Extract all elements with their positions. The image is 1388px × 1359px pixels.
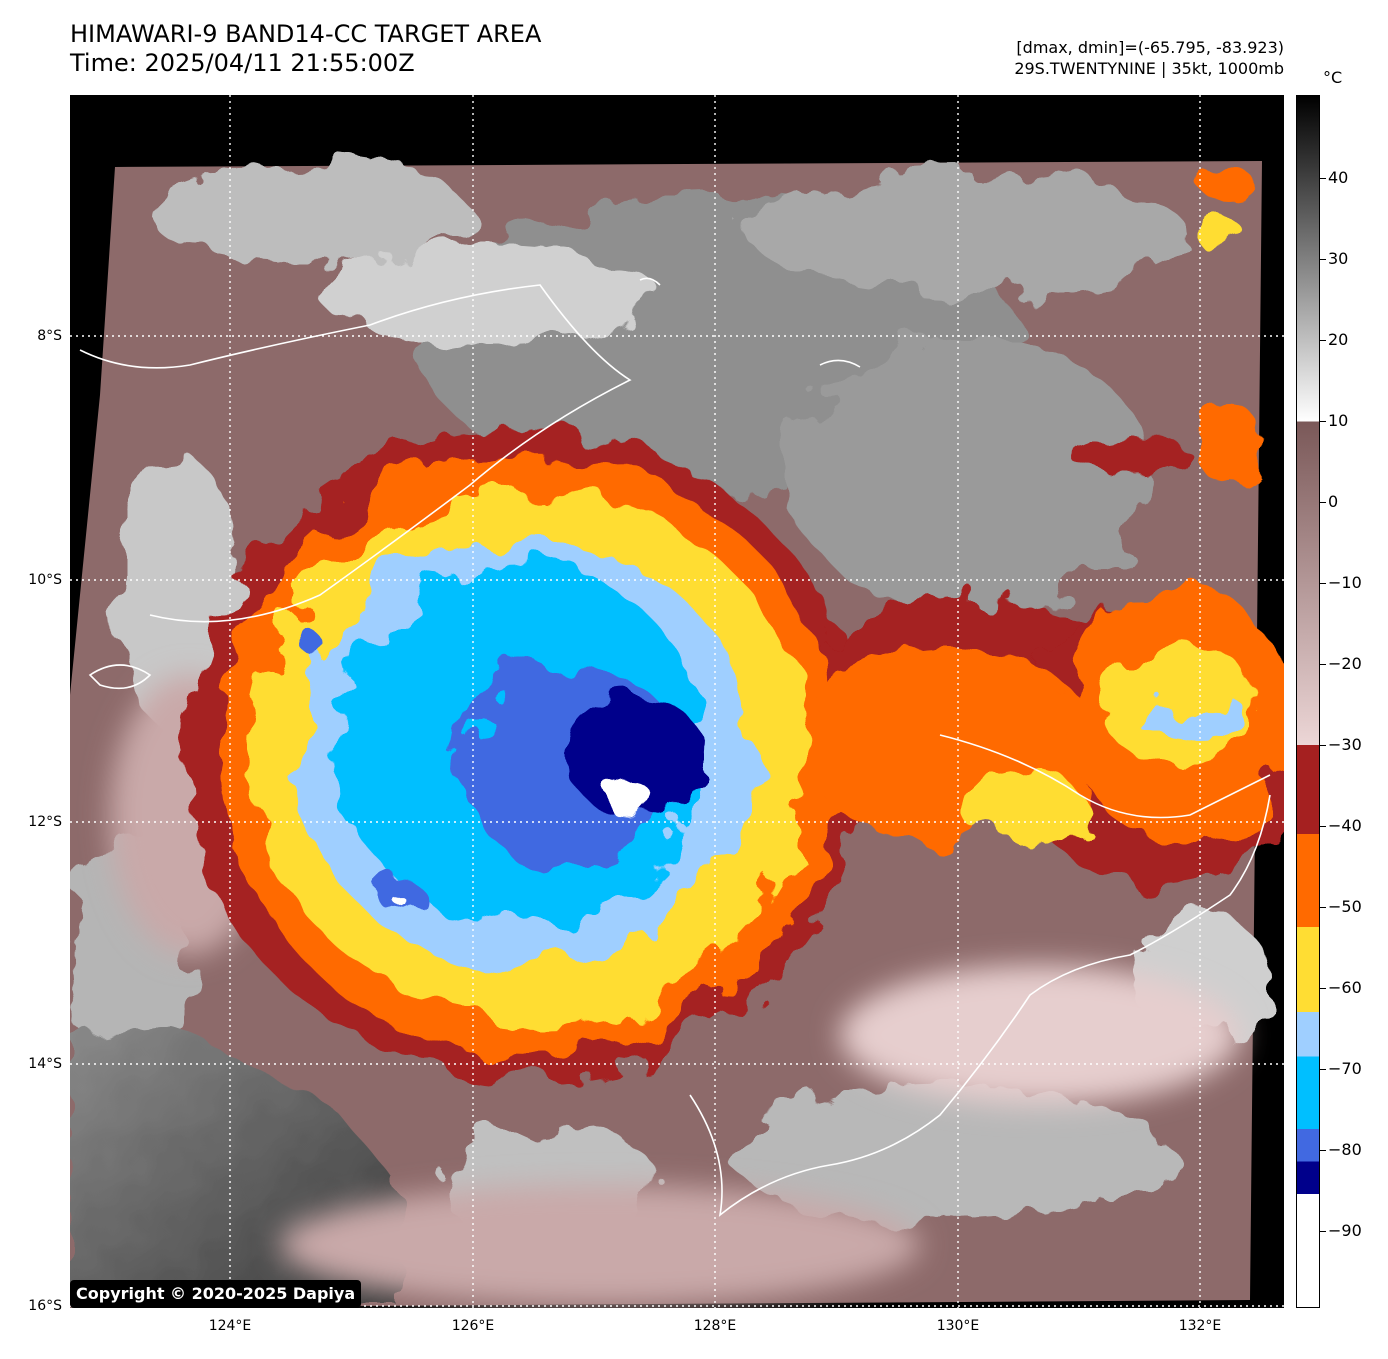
- colorbar-tick-mark: [1320, 907, 1326, 908]
- title-line-2: Time: 2025/04/11 21:55:00Z: [70, 49, 415, 77]
- colorbar-tick-mark: [1320, 826, 1326, 827]
- colorbar-tick-label: −10: [1328, 573, 1362, 592]
- colorbar: [1296, 95, 1320, 1308]
- colorbar-tick-label: −90: [1328, 1221, 1362, 1240]
- satellite-map: [70, 95, 1284, 1308]
- colorbar-tick-label: −60: [1328, 978, 1362, 997]
- storm-info-text: 29S.TWENTYNINE | 35kt, 1000mb: [1014, 59, 1284, 78]
- lat-label-12s: 12°S: [28, 814, 62, 830]
- colorbar-tick-mark: [1320, 583, 1326, 584]
- temp-range-text: [dmax, dmin]=(-65.795, -83.923): [1016, 38, 1284, 57]
- title-line-1: HIMAWARI-9 BAND14-CC TARGET AREA: [70, 20, 542, 48]
- map-svg: [70, 95, 1284, 1308]
- copyright-badge: Copyright © 2020-2025 Dapiya: [70, 1280, 362, 1308]
- colorbar-tick-label: 0: [1328, 492, 1339, 511]
- chart-title: HIMAWARI-9 BAND14-CC TARGET AREA Time: 2…: [70, 20, 541, 78]
- lat-label-8s: 8°S: [37, 328, 62, 344]
- lon-label-126e: 126°E: [451, 1318, 495, 1334]
- colorbar-tick-mark: [1320, 340, 1326, 341]
- colorbar-tick-label: 20: [1328, 330, 1349, 349]
- colorbar-tick-mark: [1320, 1069, 1326, 1070]
- lon-label-132e: 132°E: [1178, 1318, 1222, 1334]
- colorbar-tick-mark: [1320, 1150, 1326, 1151]
- colorbar-unit: °C: [1323, 68, 1343, 87]
- colorbar-tick-label: −70: [1328, 1059, 1362, 1078]
- lon-label-124e: 124°E: [208, 1318, 252, 1334]
- storm-core: [296, 630, 705, 913]
- colorbar-tick-label: −30: [1328, 735, 1362, 754]
- lon-label-128e: 128°E: [693, 1318, 737, 1334]
- lat-label-10s: 10°S: [28, 572, 62, 588]
- colorbar-tick-mark: [1320, 421, 1326, 422]
- colorbar-tick-label: 40: [1328, 168, 1349, 187]
- colorbar-tick-mark: [1320, 178, 1326, 179]
- colorbar-tick-mark: [1320, 988, 1326, 989]
- lon-label-130e: 130°E: [936, 1318, 980, 1334]
- colorbar-tick-mark: [1320, 664, 1326, 665]
- storm-meta: [dmax, dmin]=(-65.795, -83.923) 29S.TWEN…: [1014, 37, 1284, 79]
- colorbar-tick-label: −20: [1328, 654, 1362, 673]
- colorbar-tick-label: 10: [1328, 411, 1349, 430]
- lat-label-14s: 14°S: [28, 1056, 62, 1072]
- colorbar-tick-mark: [1320, 502, 1326, 503]
- colorbar-tick-label: 30: [1328, 249, 1349, 268]
- colorbar-tick-label: −80: [1328, 1140, 1362, 1159]
- colorbar-tick-label: −40: [1328, 816, 1362, 835]
- colorbar-tick-mark: [1320, 259, 1326, 260]
- ne-convection: [1070, 169, 1265, 485]
- lat-label-16s: 16°S: [28, 1298, 62, 1314]
- coastlines: [79, 277, 1271, 1217]
- colorbar-tick-mark: [1320, 745, 1326, 746]
- colorbar-tick-label: −50: [1328, 897, 1362, 916]
- gridlines: [70, 95, 1284, 1308]
- colorbar-tick-mark: [1320, 1231, 1326, 1232]
